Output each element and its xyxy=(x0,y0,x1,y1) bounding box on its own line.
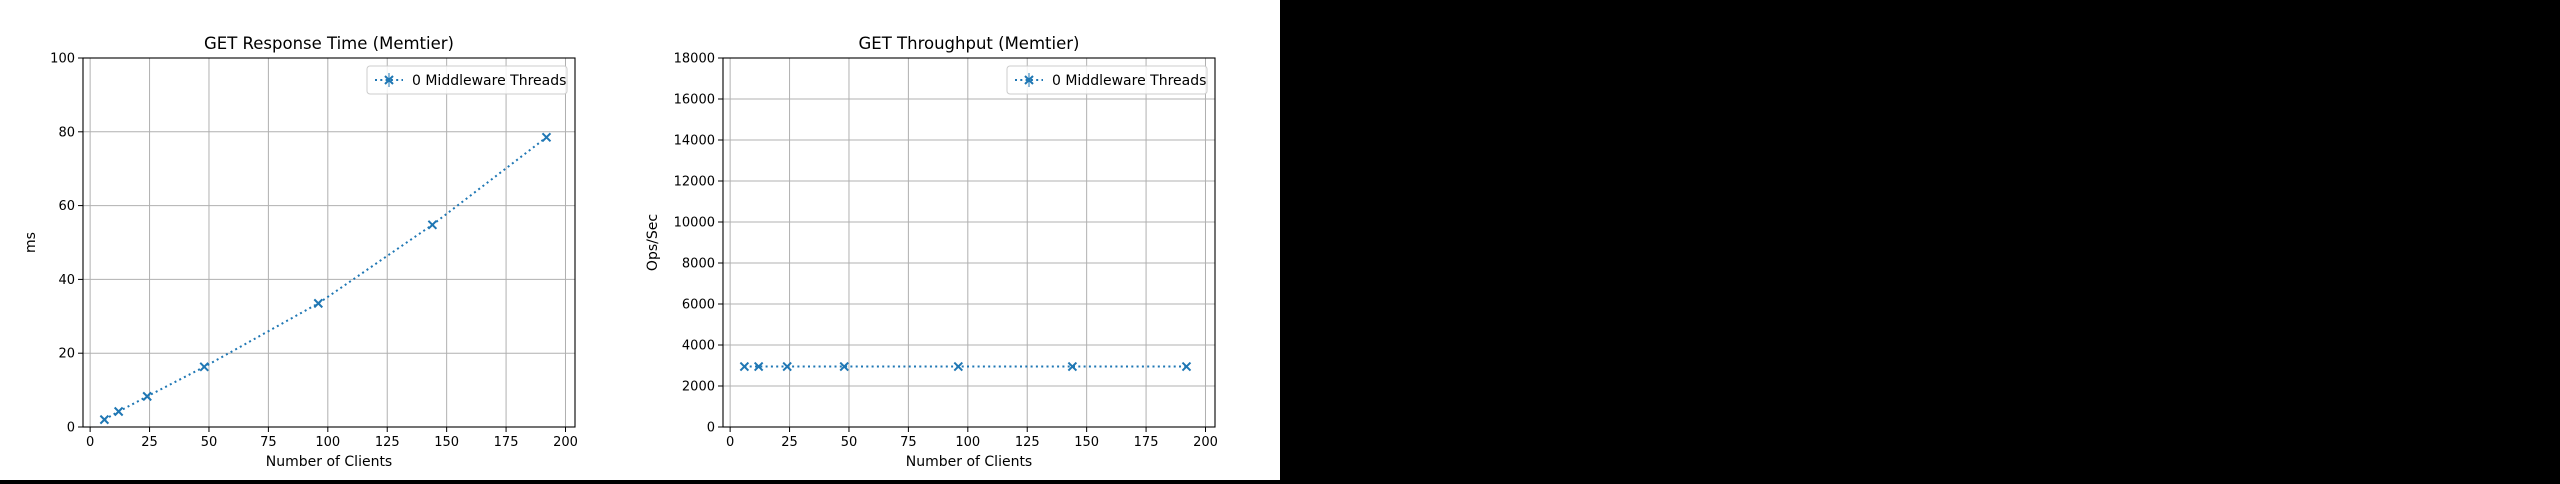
throughput-y-axis-label: Ops/Sec xyxy=(645,214,661,271)
throughput-x-axis-label: Number of Clients xyxy=(906,454,1032,470)
response-time-x-tick-label: 50 xyxy=(201,435,218,450)
response-time-axes-frame xyxy=(82,57,576,428)
response-time-legend-label: 0 Middleware Threads xyxy=(412,73,566,89)
throughput-legend-box xyxy=(1006,65,1208,95)
response-time-y-axis-label: ms xyxy=(23,232,39,253)
throughput-y-tick-label: 0 xyxy=(707,421,715,436)
throughput-chart: 0 25 50 75 100 125 150 175 200020004000600080001… xyxy=(645,34,1218,470)
response-time-y-tick-label: 20 xyxy=(58,347,75,362)
throughput-data-point xyxy=(782,361,792,372)
figure: 0 25 50 75 100 125 150 175 200 0 20 40 60 80 100 0 Midd… xyxy=(0,0,1280,480)
throughput-y-tick-label: 18000 xyxy=(674,52,715,67)
response-time-y-tick-label: 100 xyxy=(50,52,75,67)
throughput-y-tick-label: 12000 xyxy=(674,175,715,190)
response-time-y-tick-label: 60 xyxy=(58,199,75,214)
response-time-data-point xyxy=(142,391,152,402)
throughput-data-point xyxy=(953,361,964,372)
throughput-x-tick-label: 125 xyxy=(1015,435,1040,450)
response-time-x-tick-label: 75 xyxy=(260,435,277,450)
throughput-data-point xyxy=(839,361,849,372)
throughput-title: GET Throughput (Memtier) xyxy=(859,34,1080,53)
throughput-data-point xyxy=(1181,361,1192,372)
response-time-x-tick-label: 125 xyxy=(375,435,400,450)
throughput-legend-label: 0 Middleware Threads xyxy=(1052,73,1206,89)
response-time-x-tick-label: 150 xyxy=(434,435,459,450)
throughput-y-tick-label: 2000 xyxy=(682,380,715,395)
throughput-data-point xyxy=(753,361,764,372)
response-time-x-axis-label: Number of Clients xyxy=(266,454,392,470)
throughput-x-tick-label: 0 xyxy=(726,435,734,450)
response-time-data-point xyxy=(99,414,110,425)
throughput-x-tick-label: 200 xyxy=(1193,435,1218,450)
throughput-y-tick-label: 16000 xyxy=(674,93,715,108)
response-time-plot-area xyxy=(83,58,575,427)
response-time-x-tick-label: 100 xyxy=(315,435,340,450)
response-time-title: GET Response Time (Memtier) xyxy=(204,34,454,53)
response-time-y-tick-label: 40 xyxy=(58,273,75,288)
throughput-x-tick-label: 75 xyxy=(900,435,917,450)
response-time-x-tick-label: 175 xyxy=(494,435,519,450)
throughput-y-tick-label: 8000 xyxy=(682,257,715,272)
response-time-x-tick-label: 25 xyxy=(141,435,158,450)
throughput-data-point xyxy=(739,361,750,372)
throughput-y-tick-label: 14000 xyxy=(674,134,715,149)
response-time-y-tick-label: 80 xyxy=(58,125,75,140)
throughput-y-tick-label: 6000 xyxy=(682,298,715,313)
response-time-legend-box xyxy=(366,65,568,95)
response-time-x-tick-label: 0 xyxy=(86,435,94,450)
throughput-x-tick-label: 25 xyxy=(781,435,798,450)
throughput-axes-frame xyxy=(722,57,1216,428)
response-time-x-tick-label: 200 xyxy=(553,435,578,450)
response-time-data-point xyxy=(313,298,324,309)
response-time-y-tick-label: 0 xyxy=(67,421,75,436)
response-time-data-point xyxy=(199,362,209,372)
throughput-x-tick-label: 150 xyxy=(1074,435,1099,450)
throughput-y-tick-label: 10000 xyxy=(674,216,715,231)
response-time-data-point xyxy=(541,132,552,143)
throughput-x-tick-label: 50 xyxy=(841,435,858,450)
response-time-chart: 0 25 50 75 100 125 150 175 200 0 20 40 60 80 100 0 Midd… xyxy=(23,34,578,470)
response-time-data-point xyxy=(113,406,124,417)
throughput-y-tick-label: 4000 xyxy=(682,339,715,354)
throughput-plot-area xyxy=(723,58,1215,427)
throughput-x-tick-label: 100 xyxy=(955,435,980,450)
throughput-data-point xyxy=(1067,361,1078,372)
response-time-data-point xyxy=(427,220,438,230)
throughput-x-tick-label: 175 xyxy=(1134,435,1159,450)
